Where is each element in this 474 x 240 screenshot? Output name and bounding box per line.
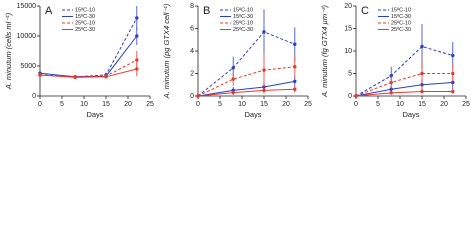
- legend-label: 25ºC-30: [391, 26, 411, 33]
- y-tick-label: 5000: [20, 63, 36, 70]
- point: [451, 89, 455, 94]
- panel-label: C: [361, 5, 369, 17]
- x-tick-label: 25: [146, 101, 154, 108]
- x-tick-label: 0: [38, 101, 42, 108]
- series-line: [355, 73, 453, 97]
- legend-label: 15ºC-30: [391, 13, 411, 20]
- x-tick-label: 15: [418, 101, 426, 108]
- series-line: [197, 31, 295, 97]
- y-tick-label: 0: [190, 93, 194, 100]
- y-axis-label: A. minutum (fg GTX4 µm⁻³): [320, 4, 329, 98]
- point: [293, 87, 297, 91]
- y-tick-label: 4: [190, 48, 194, 55]
- point: [104, 75, 108, 79]
- y-axis-label: A. minutum (cells ml⁻¹): [4, 12, 13, 90]
- x-tick-label: 10: [396, 101, 404, 108]
- point: [38, 73, 42, 77]
- series-line: [39, 35, 138, 78]
- legend-label: 15ºC-30: [75, 13, 95, 20]
- legend-label: 25ºC-30: [75, 26, 95, 33]
- x-tick-label: 20: [124, 101, 132, 108]
- x-tick-label: 25: [304, 101, 312, 108]
- legend-label: 15ºC-10: [233, 6, 253, 13]
- point: [451, 71, 455, 76]
- series-line: [355, 82, 453, 97]
- legend-label: 15ºC-30: [233, 13, 253, 20]
- y-tick-label: 20: [344, 3, 352, 10]
- y-tick-label: 5: [348, 70, 352, 77]
- x-axis-label: Days: [244, 110, 261, 119]
- series-line: [197, 80, 295, 97]
- point: [451, 53, 455, 58]
- legend-label: 25ºC-30: [233, 26, 253, 33]
- panel-label: A: [45, 5, 53, 17]
- y-tick-label: 10000: [17, 33, 37, 40]
- point: [231, 77, 235, 81]
- point: [420, 44, 424, 49]
- x-tick-label: 5: [218, 101, 222, 108]
- series-line: [197, 88, 295, 97]
- x-axis-label: Days: [402, 110, 419, 119]
- y-tick-label: 6: [190, 25, 194, 32]
- x-tick-label: 10: [80, 101, 88, 108]
- series-line: [39, 68, 137, 78]
- legend-label: 15ºC-10: [75, 6, 95, 13]
- point: [135, 67, 139, 71]
- y-tick-label: 15000: [17, 3, 37, 10]
- point: [73, 75, 77, 80]
- point: [420, 89, 424, 94]
- point: [135, 58, 139, 62]
- x-tick-label: 20: [282, 101, 290, 108]
- legend-label: 25ºC-10: [75, 19, 95, 26]
- x-tick-label: 15: [260, 101, 268, 108]
- point: [293, 42, 297, 46]
- point: [420, 71, 424, 76]
- point: [389, 80, 393, 85]
- y-tick-label: 0: [348, 93, 352, 100]
- legend-label: 25ºC-10: [233, 19, 253, 26]
- point: [135, 16, 139, 20]
- legend-label: 15ºC-10: [391, 6, 411, 13]
- point: [262, 68, 266, 72]
- x-tick-label: 20: [440, 101, 448, 108]
- x-tick-label: 5: [60, 101, 64, 108]
- y-tick-label: 15: [344, 25, 352, 32]
- y-axis-label: A. minutum (pg GTX4 cell⁻¹): [162, 3, 171, 99]
- x-axis-label: Days: [86, 110, 103, 119]
- series-line: [197, 66, 295, 97]
- point: [262, 88, 266, 93]
- x-tick-label: 25: [462, 101, 470, 108]
- point: [293, 79, 297, 84]
- point: [389, 91, 393, 95]
- x-tick-label: 10: [238, 101, 246, 108]
- point: [135, 34, 139, 38]
- point: [262, 30, 266, 34]
- series-line: [355, 45, 453, 97]
- x-tick-label: 5: [376, 101, 380, 108]
- y-tick-label: 0: [32, 93, 36, 100]
- point: [196, 94, 200, 98]
- panel-label: B: [203, 5, 210, 17]
- series-line: [355, 91, 453, 97]
- point: [354, 94, 358, 98]
- legend-label: 25ºC-10: [391, 19, 411, 26]
- point: [231, 66, 235, 70]
- x-tick-label: 0: [196, 101, 200, 108]
- y-tick-label: 8: [190, 3, 194, 10]
- x-tick-label: 0: [354, 101, 358, 108]
- x-tick-label: 15: [102, 101, 110, 108]
- y-tick-label: 2: [190, 70, 194, 77]
- point: [231, 90, 235, 95]
- y-tick-label: 10: [344, 48, 352, 55]
- point: [293, 65, 297, 69]
